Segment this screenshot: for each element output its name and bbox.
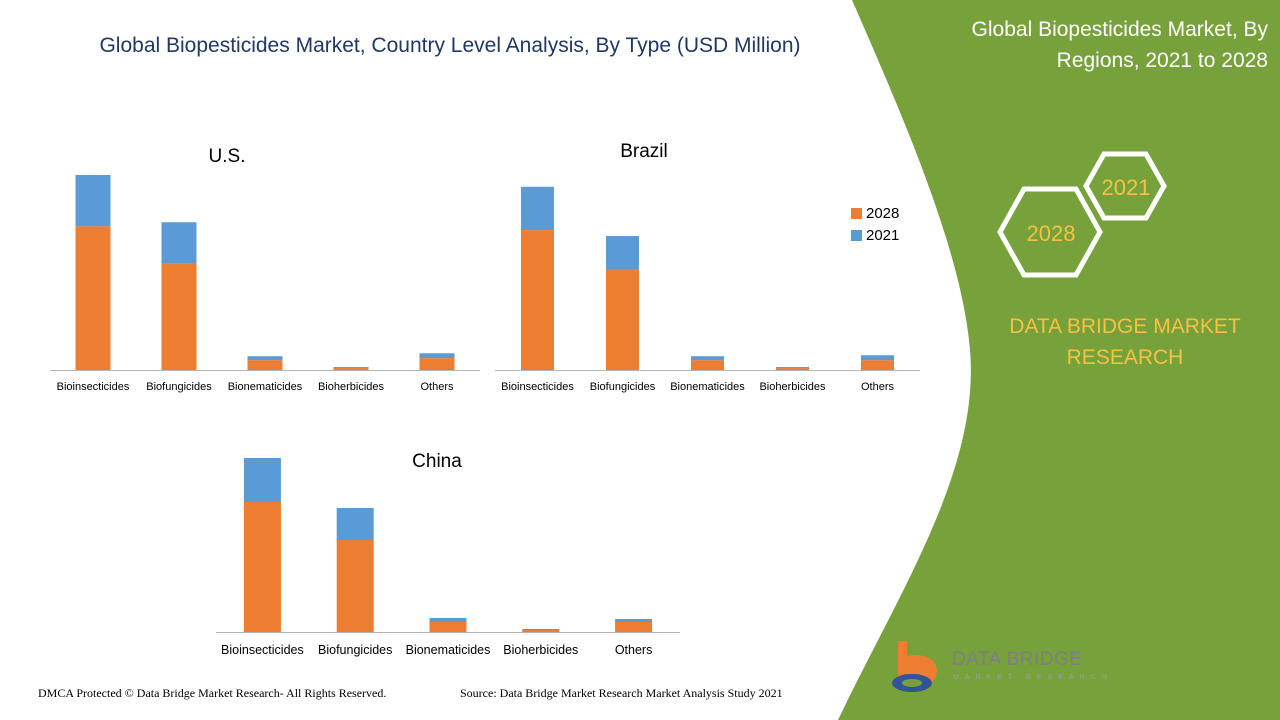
us-bar-others-2021 <box>419 353 455 359</box>
hexagon-2021-label: 2021 <box>1102 175 1151 200</box>
hexagon-2021-shape <box>1083 151 1167 221</box>
logo-text: DATA BRIDGE <box>952 649 1083 670</box>
brazil-category-label: Others <box>861 381 895 393</box>
china-bar-bionematicides-2028 <box>429 622 467 632</box>
us-bar-bioherbicides-2021 <box>333 367 369 369</box>
us-category-label: Bioherbicides <box>318 381 385 393</box>
chart-china: China Bioinsecticides Biofungicides Bionema… <box>216 451 680 657</box>
hexagon-2028-label: 2028 <box>1027 221 1076 246</box>
brazil-bar-bionematicides-2028 <box>691 360 724 370</box>
chart-brazil: Brazil Bioinsecticides Biofungicides Bionem… <box>495 141 920 393</box>
brazil-chart-title: Brazil <box>620 141 668 162</box>
legend-label-2028: 2028 <box>866 205 899 222</box>
green-panel <box>838 0 1280 720</box>
brazil-bar-bioinsecticides-2028 <box>521 230 554 370</box>
brazil-bar-bionematicides-2021 <box>691 356 724 361</box>
brazil-bar-others-2021 <box>861 355 894 361</box>
china-bar-biofungicides-2021 <box>336 508 374 540</box>
us-category-label: Others <box>420 381 454 393</box>
china-bar-biofungicides-2028 <box>336 540 374 632</box>
logo-subtext: MARKET RESEARCH <box>953 674 1113 681</box>
chart-us: U.S. Bioinsecticides Biofungicides Bionemat… <box>50 146 480 393</box>
legend-label-2021: 2021 <box>866 227 899 244</box>
china-bar-others-2021 <box>615 619 653 622</box>
brazil-category-label: Biofungicides <box>590 381 656 393</box>
us-chart-title: U.S. <box>209 146 246 167</box>
china-category-label: Bioherbicides <box>503 643 578 657</box>
china-category-label: Others <box>615 643 653 657</box>
us-bar-biofungicides-2021 <box>161 222 197 264</box>
us-bar-others-2028 <box>419 358 455 370</box>
logo-mark <box>892 641 937 692</box>
brand-text: DATA BRIDGE MARKET RESEARCH <box>1009 315 1241 369</box>
china-bar-bioherbicides-2021 <box>522 629 560 630</box>
china-bar-bioinsecticides-2021 <box>243 458 281 502</box>
us-bar-biofungicides-2028 <box>161 263 197 370</box>
us-bar-bioinsecticides-2028 <box>75 226 111 370</box>
footer-source: Source: Data Bridge Market Research Mark… <box>460 686 783 700</box>
brazil-bar-bioherbicides-2028 <box>776 368 809 370</box>
brazil-bar-biofungicides-2028 <box>606 269 639 370</box>
china-category-label: Bioinsecticides <box>221 643 304 657</box>
china-bar-bioherbicides-2028 <box>522 630 560 632</box>
china-bar-bioinsecticides-2028 <box>243 502 281 632</box>
us-category-label: Bionematicides <box>228 381 303 393</box>
brazil-category-label: Bionematicides <box>670 381 745 393</box>
us-bar-bioherbicides-2028 <box>333 368 369 370</box>
brazil-bar-bioherbicides-2021 <box>776 367 809 369</box>
china-category-label: Biofungicides <box>318 643 392 657</box>
us-category-label: Biofungicides <box>146 381 212 393</box>
brazil-category-label: Bioherbicides <box>759 381 826 393</box>
us-bar-bioinsecticides-2021 <box>75 174 111 227</box>
brazil-category-label: Bioinsecticides <box>501 381 574 393</box>
us-bar-bionematicides-2028 <box>247 360 283 370</box>
brazil-bar-bioinsecticides-2021 <box>521 186 554 231</box>
side-panel-title: Global Biopesticides Market, By Regions,… <box>971 18 1268 72</box>
china-category-label: Bionematicides <box>406 643 491 657</box>
china-chart-title: China <box>412 451 462 472</box>
china-bar-bionematicides-2021 <box>429 618 467 622</box>
footer-copyright: DMCA Protected © Data Bridge Market Rese… <box>38 686 387 700</box>
us-category-label: Bioinsecticides <box>57 381 130 393</box>
legend-swatch-2028 <box>851 208 862 219</box>
china-bar-others-2028 <box>615 622 653 632</box>
brazil-bar-biofungicides-2021 <box>606 236 639 270</box>
brazil-bar-others-2028 <box>861 360 894 370</box>
hexagon-2028-shape <box>997 186 1103 278</box>
legend-swatch-2021 <box>851 230 862 241</box>
chart-main-title: Global Biopesticides Market, Country Lev… <box>99 34 801 57</box>
us-bar-bionematicides-2021 <box>247 356 283 361</box>
